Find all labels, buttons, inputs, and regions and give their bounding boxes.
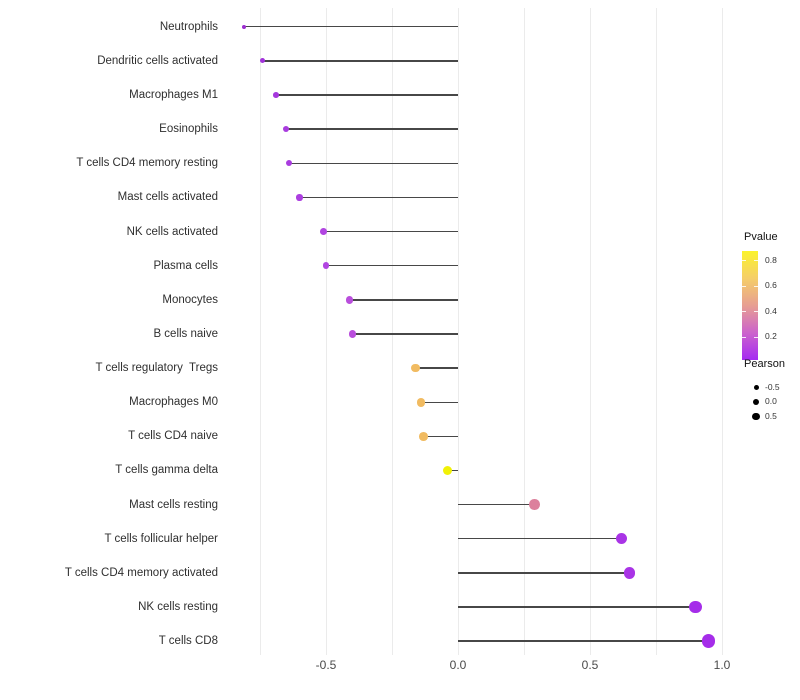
gridline: [458, 8, 459, 655]
lollipop-dot: [273, 92, 279, 98]
colorbar-tick: [742, 260, 746, 262]
lollipop-dot: [615, 533, 628, 545]
lollipop-stem: [275, 94, 458, 96]
lollipop-stem: [447, 469, 458, 472]
gridline: [590, 8, 591, 655]
y-axis-label: Macrophages M1: [129, 89, 218, 102]
colorbar-tick: [754, 336, 758, 338]
colorbar-tick: [742, 311, 746, 313]
colorbar-tick: [754, 260, 758, 262]
lollipop-dot: [296, 194, 303, 201]
x-tick-label: -0.5: [315, 658, 337, 672]
lollipop-dot: [283, 126, 290, 133]
lollipop-stem: [415, 367, 458, 369]
lollipop-stem: [286, 128, 458, 130]
x-tick-label: 0.0: [449, 658, 467, 672]
gridline: [656, 8, 657, 655]
colorbar-tick-label: 0.2: [765, 331, 777, 342]
y-axis-label: Mast cells activated: [117, 191, 218, 204]
lollipop-dot: [346, 296, 354, 304]
y-axis-label: Mast cells resting: [129, 498, 218, 511]
gridline: [524, 8, 525, 655]
y-axis-label: Monocytes: [162, 293, 218, 306]
lollipop-dot: [348, 330, 357, 338]
colorbar-tick-label: 0.4: [765, 305, 777, 316]
lollipop-stem: [421, 401, 458, 403]
gridline: [722, 8, 723, 655]
y-axis-label: T cells CD4 memory resting: [76, 157, 218, 170]
y-axis-label: T cells CD8: [158, 635, 218, 648]
y-axis-label: Neutrophils: [159, 20, 218, 33]
y-axis-label: T cells CD4 naive: [128, 430, 218, 443]
gridline: [392, 8, 393, 655]
lollipop-stem: [299, 196, 458, 199]
lollipop-dot: [702, 634, 716, 648]
lollipop-stem: [244, 26, 458, 28]
pearson-key-label: 0.0: [765, 396, 777, 407]
colorbar-tick: [742, 336, 746, 338]
lollipop-stem: [352, 333, 458, 335]
y-axis-label: T cells CD4 memory activated: [64, 566, 218, 579]
y-axis-label: T cells follicular helper: [104, 532, 218, 545]
lollipop-dot: [260, 58, 266, 64]
lollipop-stem: [262, 60, 458, 62]
y-axis-label: NK cells activated: [126, 225, 218, 238]
colorbar-tick: [754, 285, 758, 287]
y-axis-label: Eosinophils: [159, 123, 218, 136]
lollipop-dot: [623, 566, 636, 579]
pearson-key-dot: [753, 384, 759, 390]
y-axis-label: NK cells resting: [138, 601, 218, 613]
lollipop-dot: [411, 363, 421, 373]
y-axis-label: Macrophages M0: [129, 396, 218, 409]
x-tick-label: 0.5: [581, 658, 599, 672]
pearson-key-label: -0.5: [765, 381, 780, 392]
y-axis-label: B cells naive: [153, 327, 218, 340]
lollipop-stem: [458, 572, 630, 574]
lollipop-stem: [458, 606, 696, 608]
lollipop-stem: [349, 299, 458, 301]
lollipop-dot: [442, 465, 452, 475]
lollipop-dot: [689, 600, 702, 614]
pearson-key-label: 0.5: [765, 410, 777, 421]
y-axis-label: Plasma cells: [153, 259, 218, 272]
lollipop-dot: [529, 499, 540, 510]
pearson-legend-title: Pearson: [744, 358, 785, 370]
gridline: [260, 8, 261, 655]
lollipop-dot: [242, 24, 247, 29]
colorbar-tick-label: 0.6: [765, 280, 777, 291]
pvalue-legend-title: Pvalue: [744, 231, 778, 243]
lollipop-dot: [416, 397, 426, 407]
y-axis-label: T cells regulatory Tregs: [95, 362, 218, 375]
lollipop-stem: [323, 230, 458, 233]
lollipop-dot: [286, 160, 293, 167]
lollipop-stem: [423, 435, 458, 438]
gridline: [326, 8, 327, 655]
lollipop-stem: [458, 503, 535, 506]
pvalue-colorbar-gradient: [742, 251, 758, 360]
colorbar-tick: [742, 285, 746, 287]
colorbar-tick-label: 0.8: [765, 254, 777, 265]
lollipop-dot: [419, 432, 428, 441]
y-axis-label: Dendritic cells activated: [97, 54, 218, 67]
x-tick-label: 1.0: [713, 658, 731, 672]
pearson-key-dot: [752, 398, 760, 405]
y-axis-label: T cells gamma delta: [115, 464, 218, 477]
lollipop-stem: [289, 162, 458, 164]
lollipop-stem: [458, 640, 709, 642]
lollipop-dot: [322, 262, 330, 270]
lollipop-stem: [458, 538, 622, 540]
colorbar-tick: [754, 311, 758, 313]
lollipop-stem: [326, 265, 458, 267]
pearson-key-dot: [752, 412, 760, 421]
lollipop-dot: [319, 228, 327, 235]
